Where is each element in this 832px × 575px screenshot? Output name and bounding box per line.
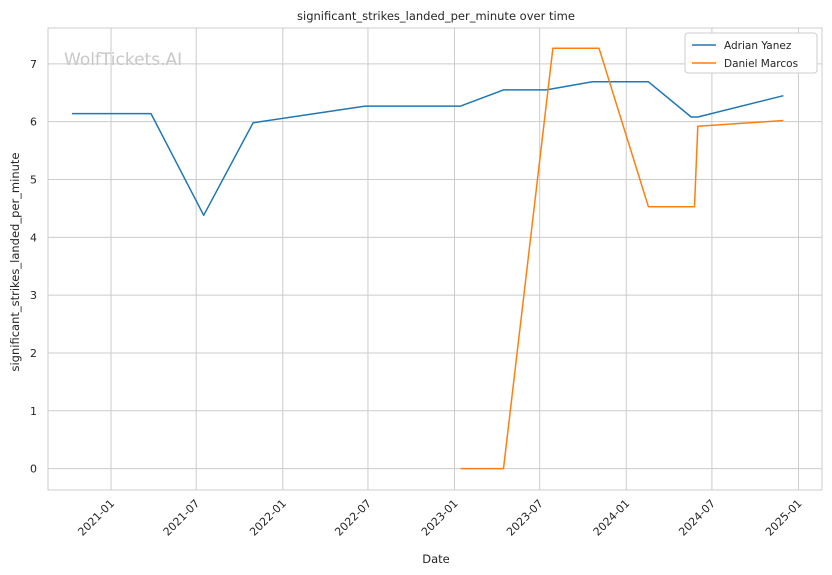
- watermark: WolfTickets.AI: [64, 50, 182, 70]
- x-axis-ticks: 2021-01 2021-07 2022-01 2022-07 2023-01 2023-…: [75, 497, 804, 539]
- chart-title: significant_strikes_landed_per_minute ov…: [297, 9, 575, 23]
- series-line-daniel-marcos: [460, 47, 784, 470]
- y-gridlines: [48, 63, 822, 470]
- x-tick-label: 2022-07: [332, 497, 374, 539]
- plot-area: [47, 27, 823, 491]
- series-lines: [72, 47, 784, 470]
- x-tick-label: 2025-01: [763, 497, 805, 539]
- x-tick-label: 2023-07: [504, 497, 546, 539]
- legend-box: [684, 32, 818, 74]
- y-tick-label: 7: [30, 58, 37, 71]
- x-tick-label: 2021-01: [75, 497, 117, 539]
- x-tick-label: 2024-07: [676, 497, 718, 539]
- y-tick-label: 5: [30, 173, 37, 186]
- y-tick-label: 2: [30, 347, 37, 360]
- legend-label-adrian-yanez: Adrian Yanez: [724, 40, 792, 52]
- legend: Adrian Yanez Daniel Marcos: [684, 32, 818, 74]
- x-tick-label: 2021-07: [161, 497, 203, 539]
- x-axis-label: Date: [422, 552, 450, 566]
- y-tick-label: 0: [30, 463, 37, 476]
- y-tick-label: 4: [30, 231, 37, 244]
- y-tick-label: 1: [30, 405, 37, 418]
- series-line-adrian-yanez: [72, 81, 784, 217]
- y-axis-label: significant_strikes_landed_per_minute: [8, 153, 22, 372]
- x-tick-label: 2022-01: [247, 497, 289, 539]
- x-tick-label: 2023-01: [419, 497, 461, 539]
- y-tick-label: 6: [30, 116, 37, 129]
- y-axis-ticks: 0 1 2 3 4 5 6 7: [30, 58, 37, 476]
- y-tick-label: 3: [30, 289, 37, 302]
- x-tick-label: 2024-01: [591, 497, 633, 539]
- x-gridlines: [110, 28, 799, 490]
- legend-label-daniel-marcos: Daniel Marcos: [724, 58, 798, 70]
